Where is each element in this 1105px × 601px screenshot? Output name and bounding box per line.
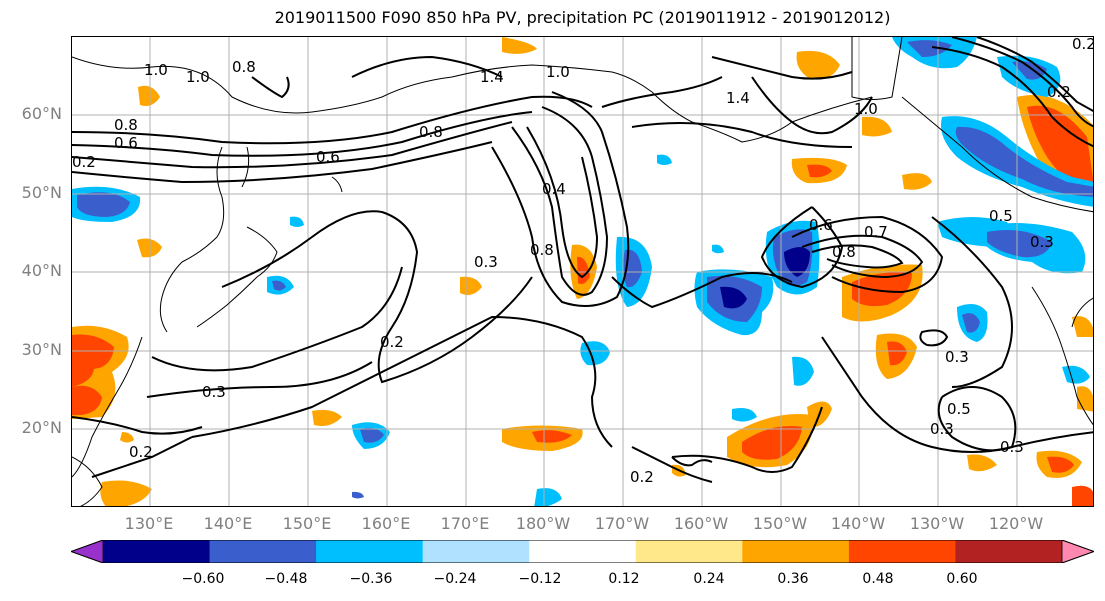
contour-label: 0.2 — [380, 333, 404, 351]
colorbar-tick: −0.36 — [349, 571, 393, 587]
colorbar-segment — [209, 540, 317, 563]
colorbar-tick: 0.60 — [946, 571, 978, 587]
coastlines — [72, 37, 1093, 506]
contour-label: 0.8 — [419, 123, 443, 141]
contour-label: 0.6 — [316, 148, 340, 166]
colorbar-tick: 0.12 — [608, 571, 640, 587]
contour-label: 0.3 — [945, 348, 969, 366]
map-panel: 1.0 1.0 0.8 1.4 1.0 1.4 1.0 0.8 0.8 0.6 … — [71, 36, 1094, 507]
colorbar-tick: 0.24 — [693, 571, 725, 587]
colorbar — [71, 540, 1094, 563]
lat-label: 60°N — [21, 104, 62, 123]
contour-label: 0.6 — [809, 216, 833, 234]
contour-label: 0.2 — [1072, 37, 1094, 53]
map-title: 2019011500 F090 850 hPa PV, precipitatio… — [274, 8, 891, 27]
colorbar-segment — [742, 540, 850, 563]
lon-label: 150°W — [752, 514, 808, 533]
colorbar-segment — [635, 540, 743, 563]
contour-label: 1.0 — [546, 63, 570, 81]
map-canvas: 1.0 1.0 0.8 1.4 1.0 1.4 1.0 0.8 0.8 0.6 … — [72, 37, 1094, 506]
contour-label: 1.0 — [144, 61, 168, 79]
contour-label: 0.8 — [530, 241, 554, 259]
map-graticule — [72, 37, 1093, 506]
lat-label: 40°N — [21, 261, 62, 280]
colorbar-segment — [422, 540, 530, 563]
lon-label: 120°W — [988, 514, 1044, 533]
lon-label: 130°E — [124, 514, 174, 533]
colorbar-segment — [955, 540, 1063, 563]
lat-label: 30°N — [21, 340, 62, 359]
colorbar-segment — [848, 540, 956, 563]
colorbar-tick: 0.36 — [777, 571, 809, 587]
contour-label: 0.5 — [989, 207, 1013, 225]
contour-label: 1.0 — [854, 100, 878, 118]
colorbar-tick: −0.12 — [518, 571, 562, 587]
colorbar-segment — [529, 540, 637, 563]
contour-label: 1.4 — [726, 89, 750, 107]
contour-label: 0.3 — [930, 420, 954, 438]
contour-label: 0.6 — [114, 134, 138, 152]
contour-label: 0.8 — [114, 116, 138, 134]
contour-label: 0.8 — [232, 58, 256, 76]
lat-label: 20°N — [21, 418, 62, 437]
contour-label: 1.0 — [186, 68, 210, 86]
lon-label: 140°E — [203, 514, 253, 533]
lon-label: 180°W — [515, 514, 571, 533]
colorbar-segment — [103, 540, 211, 563]
colorbar-tick: 0.48 — [862, 571, 894, 587]
lon-label: 150°E — [282, 514, 332, 533]
lon-label: 140°W — [830, 514, 886, 533]
lon-label: 170°E — [440, 514, 490, 533]
pv-contours — [72, 37, 1093, 483]
colorbar-extend-high — [1061, 540, 1094, 563]
contour-label: 0.4 — [542, 180, 566, 198]
colorbar-extend-low — [71, 540, 104, 563]
contour-label: 0.2 — [630, 468, 654, 486]
contour-label: 0.2 — [129, 443, 153, 461]
contour-label: 0.3 — [1030, 233, 1054, 251]
contour-label: 0.3 — [474, 253, 498, 271]
lon-label: 130°W — [909, 514, 965, 533]
contour-label: 0.8 — [832, 243, 856, 261]
lon-label: 160°W — [673, 514, 729, 533]
contour-label: 0.2 — [1047, 83, 1071, 101]
contour-labels: 1.0 1.0 0.8 1.4 1.0 1.4 1.0 0.8 0.8 0.6 … — [72, 37, 1094, 486]
lat-label: 50°N — [21, 183, 62, 202]
contour-label: 0.7 — [864, 223, 888, 241]
contour-label: 0.5 — [947, 400, 971, 418]
colorbar-segment — [316, 540, 424, 563]
lon-label: 170°W — [594, 514, 650, 533]
colorbar-tick: −0.48 — [264, 571, 308, 587]
colorbar-tick: −0.60 — [181, 571, 225, 587]
colorbar-tick: −0.24 — [433, 571, 477, 587]
lon-label: 160°E — [361, 514, 411, 533]
contour-label: 0.2 — [72, 153, 96, 171]
contour-label: 1.4 — [480, 68, 504, 86]
contour-label: 0.3 — [202, 383, 226, 401]
contour-label: 0.3 — [1000, 438, 1024, 456]
